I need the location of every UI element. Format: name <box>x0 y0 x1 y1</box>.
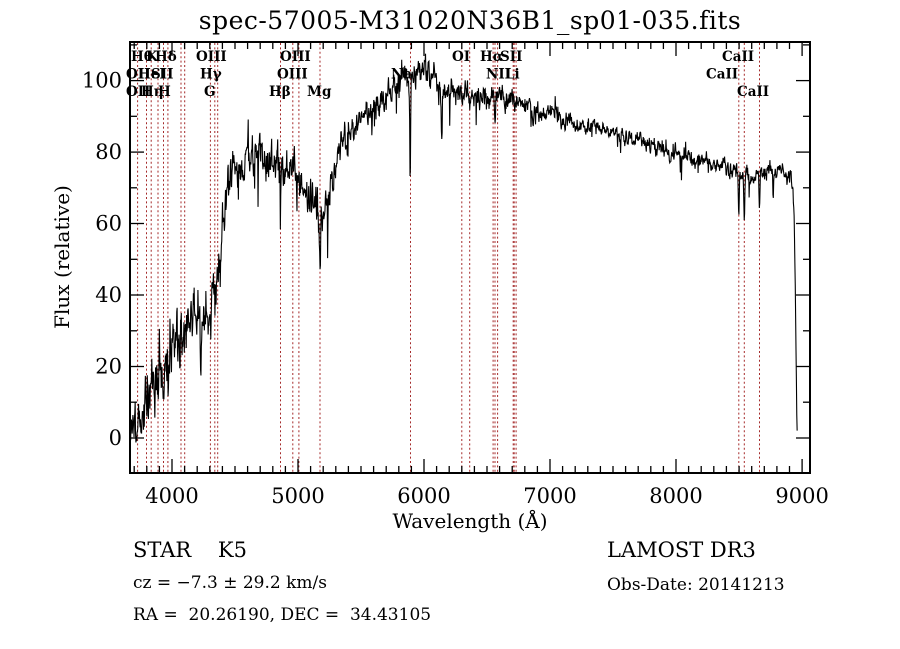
x-tick-label: 5000 <box>271 484 324 508</box>
spectral-line-label: Hη <box>141 84 164 100</box>
spectrum-line <box>130 53 798 443</box>
spectral-line-label: CaII <box>737 84 769 100</box>
spectral-line-label: OII <box>126 84 150 100</box>
y-tick-label: 0 <box>109 426 122 450</box>
y-tick-labels: 0 20 40 60 80 100 <box>82 69 122 450</box>
spectral-line-label: H <box>158 84 171 100</box>
plot-border <box>129 41 811 474</box>
spectral-line-label: Hδ <box>155 49 177 65</box>
y-axis-label: Flux (relative) <box>50 185 74 329</box>
spectrum-trace <box>130 53 798 443</box>
x-axis-ticks <box>133 42 803 473</box>
spectral-line-label: CaII <box>706 67 738 83</box>
x-tick-label: 4000 <box>145 484 198 508</box>
ra-dec-text: RA = 20.26190, DEC = 34.43105 <box>133 605 432 625</box>
spectral-line-label: OII <box>126 67 150 83</box>
x-tick-label: 8000 <box>649 484 702 508</box>
spectral-line-label: Hγ <box>200 67 222 83</box>
spectral-line-label: CaII <box>722 49 754 65</box>
survey-text: LAMOST DR3 <box>607 538 756 562</box>
y-tick-label: 60 <box>95 212 122 236</box>
spectral-line-label: Hβ <box>269 84 291 100</box>
y-tick-label: 20 <box>95 355 122 379</box>
y-tick-label: 80 <box>95 140 122 164</box>
spectral-line-label: SII <box>151 67 173 83</box>
spectral-line-label: Hθ <box>131 49 153 65</box>
spectral-line-label: OIII <box>280 49 311 65</box>
spectral-line-label: Mg <box>307 84 332 100</box>
x-tick-label: 6000 <box>397 484 450 508</box>
spectral-line-label: G <box>204 84 216 100</box>
y-tick-label: 100 <box>82 69 122 93</box>
y-tick-label: 40 <box>95 283 122 307</box>
obs-date-text: Obs-Date: 20141213 <box>607 575 785 595</box>
spectral-line-markers <box>137 43 760 472</box>
classification-text: STAR K5 <box>133 538 247 562</box>
spectral-line-label: SII <box>500 49 522 65</box>
axes <box>129 41 811 474</box>
x-tick-label: 7000 <box>523 484 576 508</box>
spectral-line-label: Hα <box>480 49 504 65</box>
plot-title: spec-57005-M31020N36B1_sp01-035.fits <box>198 6 742 35</box>
spectral-line-label: HeI <box>138 67 166 83</box>
spectral-line-label: NII <box>486 67 511 83</box>
x-tick-labels: 4000 5000 6000 7000 8000 9000 <box>145 484 829 508</box>
spectral-line-label: OI <box>452 49 470 65</box>
x-axis-label: Wavelength (Å) <box>392 509 548 533</box>
x-tick-label: 9000 <box>775 484 828 508</box>
spectral-line-label: OIII <box>196 49 227 65</box>
y-axis-ticks <box>130 44 810 439</box>
spectral-line-label: Li <box>505 67 520 83</box>
spectral-line-label: OIII <box>277 67 308 83</box>
cz-text: cz = −7.3 ± 29.2 km/s <box>133 573 327 593</box>
spectral-line-label: K <box>146 49 159 65</box>
